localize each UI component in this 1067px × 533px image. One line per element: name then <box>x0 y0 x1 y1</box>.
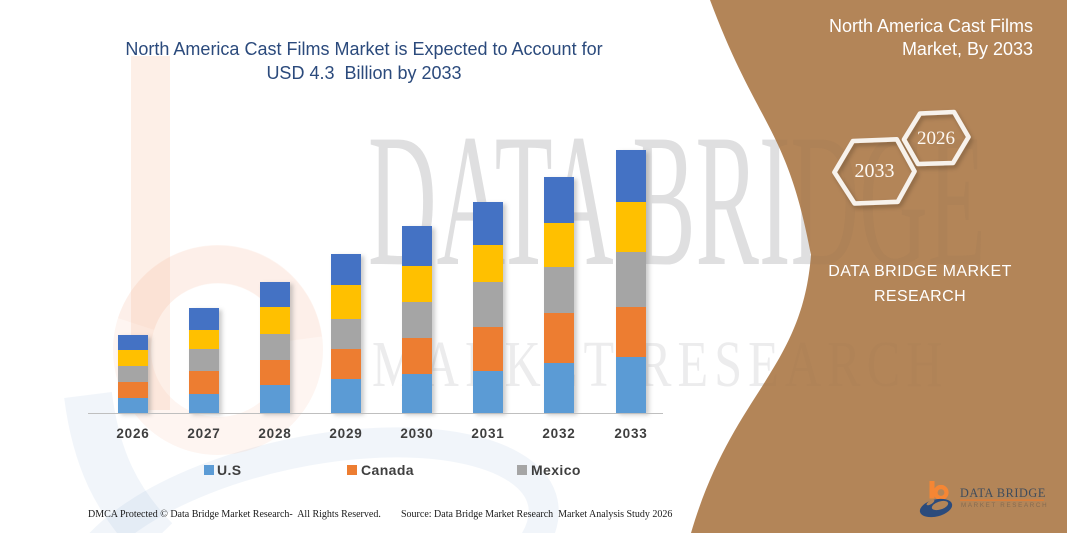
svg-text:MARKET RESEARCH: MARKET RESEARCH <box>372 327 949 400</box>
svg-text:MARKET RESEARCH: MARKET RESEARCH <box>961 502 1048 509</box>
svg-text:2033: 2033 <box>855 160 895 182</box>
svg-text:2026: 2026 <box>917 128 955 149</box>
svg-text:DATA BRIDGE: DATA BRIDGE <box>960 486 1046 500</box>
